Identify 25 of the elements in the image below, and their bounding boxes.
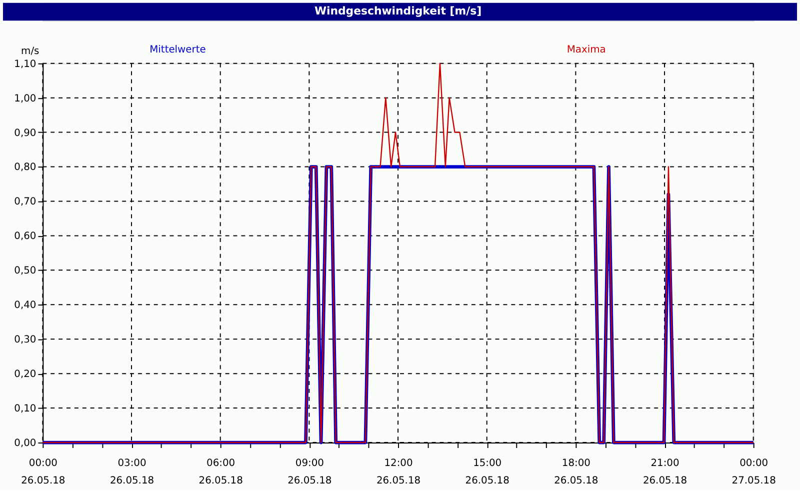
x-tick-label: 12:00 26.05.18: [376, 458, 421, 487]
x-tick-label: 21:00 26.05.18: [642, 458, 688, 487]
y-tick-label: 1,10: [14, 58, 36, 70]
y-tick-label: 0,40: [14, 300, 36, 312]
y-tick-label: 0,80: [14, 162, 36, 174]
x-tick-label: 15:00 26.05.18: [465, 458, 510, 487]
x-tick-label: 18:00 26.05.18: [554, 458, 598, 487]
y-tick-label: 0,30: [14, 334, 36, 346]
x-tick-label: 03:00 26.05.18: [110, 458, 154, 487]
y-axis-title: m/s: [21, 46, 40, 57]
y-tick-label: 0,10: [14, 404, 36, 415]
y-tick-label: 0,20: [14, 369, 36, 380]
y-tick-label: 0,00: [14, 438, 36, 449]
y-tick-label: 0,70: [14, 196, 36, 208]
y-tick-label: 0,60: [14, 231, 36, 242]
y-tick-label: 0,90: [14, 128, 36, 139]
x-tick-label: 09:00 26.05.18: [288, 458, 332, 487]
y-tick-label: 1,00: [14, 93, 36, 104]
x-tick-label: 06:00 26.05.18: [198, 458, 243, 487]
chart-title: Windgeschwindigkeit [m/s]: [314, 4, 482, 18]
text: Mittelwerte: [150, 44, 206, 56]
x-tick-label: 00:00 26.05.18: [21, 458, 66, 487]
y-tick-label: 0,50: [14, 266, 36, 277]
text: Maxima: [566, 44, 606, 56]
x-tick-label: 00:00 27.05.18: [732, 458, 776, 487]
